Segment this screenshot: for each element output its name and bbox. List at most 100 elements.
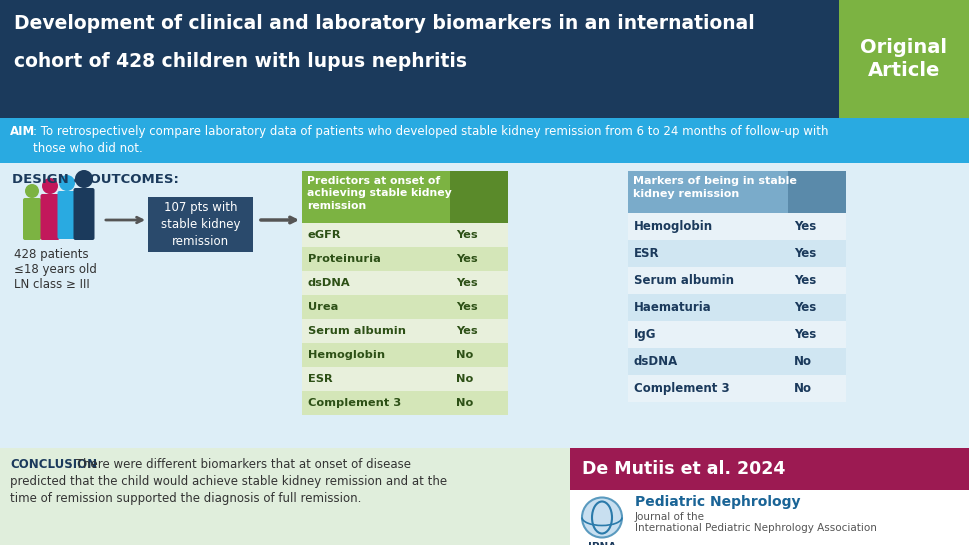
Text: Markers of being in stable
kidney remission: Markers of being in stable kidney remiss… [633,176,797,199]
Bar [628,375,788,402]
Bar [450,223,508,247]
Circle shape [75,170,93,188]
Bar [302,319,450,343]
Bar [788,375,846,402]
Text: 428 patients: 428 patients [14,248,88,261]
Text: IPNA: IPNA [588,542,616,545]
Bar [450,171,508,223]
Bar [450,343,508,367]
Text: No: No [456,374,473,384]
Text: Yes: Yes [794,220,816,233]
Text: ESR: ESR [634,247,660,260]
Text: : There were different biomarkers that at onset of disease: : There were different biomarkers that a… [68,458,411,471]
Text: Yes: Yes [456,254,478,264]
Bar [788,240,846,267]
Text: Predictors at onset of
achieving stable kidney
remission: Predictors at onset of achieving stable … [307,176,452,211]
Bar [788,267,846,294]
Bar [628,240,788,267]
Text: Journal of the: Journal of the [635,512,705,522]
Bar [0,0,969,118]
Text: DESIGN & OUTCOMES:: DESIGN & OUTCOMES: [12,173,179,186]
Text: Proteinuria: Proteinuria [308,254,381,264]
Bar [450,271,508,295]
Text: Pediatric Nephrology: Pediatric Nephrology [635,495,800,509]
Bar [788,294,846,321]
Bar [628,294,788,321]
FancyBboxPatch shape [23,198,41,240]
Text: LN class ≥ III: LN class ≥ III [14,278,90,291]
Text: Yes: Yes [794,301,816,314]
Text: Serum albumin: Serum albumin [634,274,734,287]
Bar [839,0,969,118]
Text: dsDNA: dsDNA [634,355,678,368]
Text: Haematuria: Haematuria [634,301,712,314]
Bar [628,348,788,375]
Text: Yes: Yes [456,278,478,288]
Bar [628,213,788,240]
Text: Complement 3: Complement 3 [634,382,730,395]
Bar [450,295,508,319]
Text: 107 pts with
stable kidney
remission: 107 pts with stable kidney remission [161,201,240,248]
Bar [302,367,450,391]
Bar [0,118,969,163]
FancyBboxPatch shape [41,194,59,240]
Text: Original
Article: Original Article [860,38,948,80]
Bar [302,391,450,415]
Bar [148,197,253,252]
Bar [302,295,450,319]
Text: IgG: IgG [634,328,657,341]
Bar [450,247,508,271]
Text: predicted that the child would achieve stable kidney remission and at the: predicted that the child would achieve s… [10,475,447,488]
Bar [628,171,788,213]
Bar [788,348,846,375]
Text: Hemoglobin: Hemoglobin [634,220,713,233]
Text: time of remission supported the diagnosis of full remission.: time of remission supported the diagnosi… [10,492,361,505]
Bar [302,271,450,295]
Bar [570,448,969,490]
Text: Yes: Yes [794,247,816,260]
Text: No: No [456,398,473,408]
Text: Urea: Urea [308,302,338,312]
FancyBboxPatch shape [74,188,95,240]
Bar [302,247,450,271]
Text: AIM: AIM [10,125,35,138]
Text: Yes: Yes [794,328,816,341]
Text: ESR: ESR [308,374,332,384]
Text: Yes: Yes [456,326,478,336]
Bar [788,213,846,240]
Text: De Mutiis et al. 2024: De Mutiis et al. 2024 [582,460,786,478]
Text: dsDNA: dsDNA [308,278,351,288]
Bar [788,171,846,213]
Bar [0,163,969,448]
Text: cohort of 428 children with lupus nephritis: cohort of 428 children with lupus nephri… [14,52,467,71]
Circle shape [42,178,58,194]
Bar [788,321,846,348]
Text: No: No [794,382,812,395]
Bar [450,319,508,343]
Text: Yes: Yes [456,302,478,312]
Text: eGFR: eGFR [308,230,341,240]
Bar [628,321,788,348]
Circle shape [582,498,622,537]
Bar [450,391,508,415]
Text: CONCLUSION: CONCLUSION [10,458,97,471]
FancyBboxPatch shape [57,191,77,239]
Text: : To retrospectively compare laboratory data of patients who developed stable ki: : To retrospectively compare laboratory … [33,125,828,154]
Text: Yes: Yes [456,230,478,240]
Text: Hemoglobin: Hemoglobin [308,350,385,360]
Bar [570,490,969,545]
Text: Complement 3: Complement 3 [308,398,401,408]
Text: No: No [794,355,812,368]
Text: International Pediatric Nephrology Association: International Pediatric Nephrology Assoc… [635,523,877,533]
Text: Serum albumin: Serum albumin [308,326,406,336]
Text: Development of clinical and laboratory biomarkers in an international: Development of clinical and laboratory b… [14,14,755,33]
Text: ≤18 years old: ≤18 years old [14,263,97,276]
Bar [302,223,450,247]
Bar [628,267,788,294]
Text: Yes: Yes [794,274,816,287]
Bar [302,171,450,223]
Circle shape [59,175,75,191]
Text: No: No [456,350,473,360]
Bar [0,448,570,545]
Circle shape [25,184,39,198]
